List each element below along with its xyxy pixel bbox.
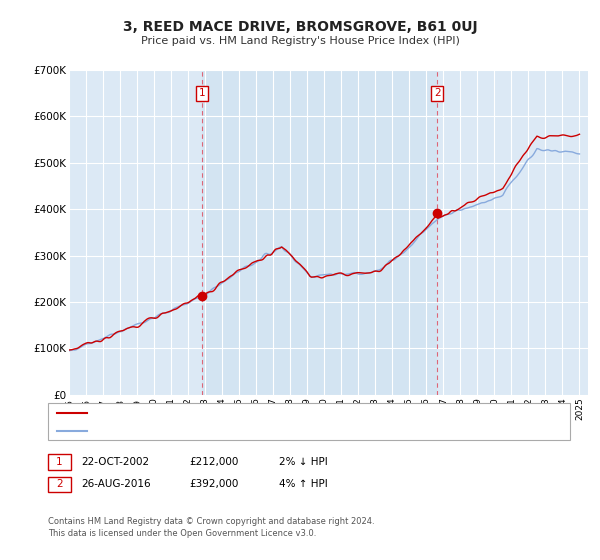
Text: Contains HM Land Registry data © Crown copyright and database right 2024.: Contains HM Land Registry data © Crown c… bbox=[48, 517, 374, 526]
Text: 1: 1 bbox=[199, 88, 205, 98]
Text: £392,000: £392,000 bbox=[189, 479, 238, 489]
Text: 4% ↑ HPI: 4% ↑ HPI bbox=[279, 479, 328, 489]
Text: HPI: Average price, detached house, Bromsgrove: HPI: Average price, detached house, Brom… bbox=[93, 426, 332, 436]
Text: 2: 2 bbox=[434, 88, 441, 98]
Text: 22-OCT-2002: 22-OCT-2002 bbox=[81, 457, 149, 467]
Text: 26-AUG-2016: 26-AUG-2016 bbox=[81, 479, 151, 489]
Text: 3, REED MACE DRIVE, BROMSGROVE, B61 0UJ (detached house): 3, REED MACE DRIVE, BROMSGROVE, B61 0UJ … bbox=[93, 408, 407, 418]
Text: £212,000: £212,000 bbox=[189, 457, 238, 467]
Bar bbox=[202, 70, 437, 395]
Text: This data is licensed under the Open Government Licence v3.0.: This data is licensed under the Open Gov… bbox=[48, 529, 316, 538]
Text: 1: 1 bbox=[56, 457, 63, 467]
Text: Price paid vs. HM Land Registry's House Price Index (HPI): Price paid vs. HM Land Registry's House … bbox=[140, 36, 460, 46]
Text: 2: 2 bbox=[56, 479, 63, 489]
Text: 2% ↓ HPI: 2% ↓ HPI bbox=[279, 457, 328, 467]
Text: 3, REED MACE DRIVE, BROMSGROVE, B61 0UJ: 3, REED MACE DRIVE, BROMSGROVE, B61 0UJ bbox=[122, 20, 478, 34]
